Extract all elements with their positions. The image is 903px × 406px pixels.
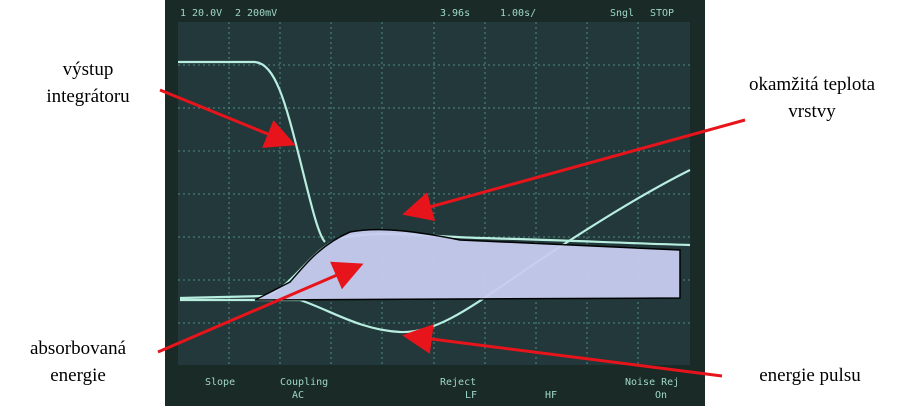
noise-rej: Noise Rej (625, 377, 679, 388)
label: energie pulsu (759, 365, 861, 386)
label: vrstvy (788, 101, 836, 122)
state: STOP (650, 8, 674, 19)
timebase: 1.00s/ (500, 8, 536, 19)
label: integrátoru (46, 86, 130, 107)
figure: 1 20.0V 2 200mV 3.96s 1.00s/ Sngl STOP S… (0, 0, 903, 406)
coupling: Coupling (280, 377, 328, 388)
coupling-value: AC (292, 390, 304, 401)
reject-hf: HF (545, 390, 557, 401)
label: výstup (63, 59, 114, 80)
delay: 3.96s (440, 8, 470, 19)
noise-value: On (655, 390, 667, 401)
ch1-scale: 1 20.0V (180, 8, 222, 19)
reject: Reject (440, 377, 476, 388)
label: absorbovaná (30, 338, 127, 359)
label: okamžitá teplota (749, 74, 876, 95)
label: energie (50, 365, 106, 386)
mode: Sngl (610, 8, 634, 19)
slope: Slope (205, 377, 235, 388)
reject-lf: LF (465, 390, 477, 401)
ch2-scale: 2 200mV (235, 8, 277, 19)
